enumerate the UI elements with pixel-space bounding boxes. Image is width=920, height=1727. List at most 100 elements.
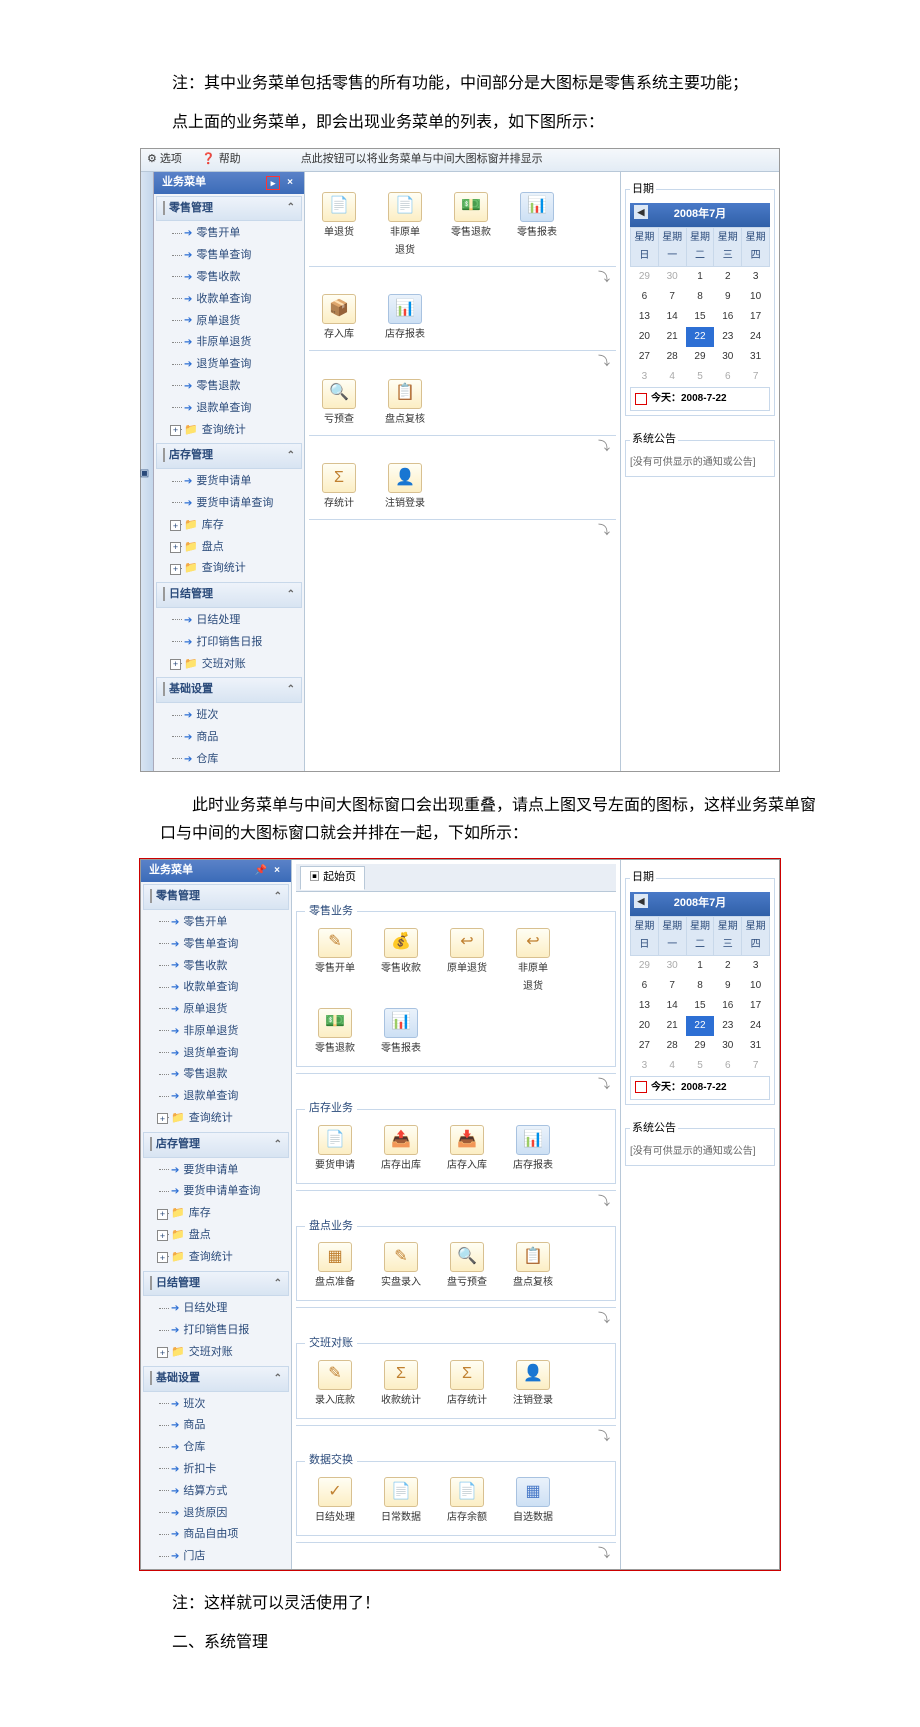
- calendar-day[interactable]: 1: [686, 955, 714, 976]
- calendar-day[interactable]: 7: [742, 367, 770, 387]
- close-button-2[interactable]: ×: [271, 865, 283, 877]
- shortcut-存统计[interactable]: Σ存统计: [315, 463, 363, 513]
- shortcut-盘点复核[interactable]: 📋盘点复核: [509, 1242, 557, 1292]
- tree-item[interactable]: ➔退货单查询: [141, 1043, 291, 1065]
- category-daily[interactable]: 日结管理⌃: [156, 582, 302, 608]
- calendar-day[interactable]: 31: [742, 1036, 770, 1056]
- category-basic[interactable]: 基础设置⌃: [156, 677, 302, 703]
- calendar-day[interactable]: 14: [658, 307, 686, 327]
- calendar-day[interactable]: 24: [742, 1016, 770, 1036]
- tree-item[interactable]: ➔原单退货: [141, 999, 291, 1021]
- tree-item[interactable]: ➔要货申请单: [154, 471, 304, 493]
- calendar-day[interactable]: 30: [714, 1036, 742, 1056]
- category-daily-2[interactable]: 日结管理⌃: [143, 1271, 289, 1297]
- shortcut-录入底款[interactable]: ✎录入底款: [311, 1360, 359, 1410]
- calendar-day[interactable]: 16: [714, 996, 742, 1016]
- tree-item[interactable]: ➔仓库: [154, 749, 304, 771]
- tree-item[interactable]: ➔要货申请单: [141, 1160, 291, 1182]
- tree-item[interactable]: ➔零售收款: [154, 267, 304, 289]
- tree-item[interactable]: ➔零售单查询: [154, 245, 304, 267]
- tree-item[interactable]: ➔日结处理: [154, 610, 304, 632]
- calendar-day[interactable]: 28: [658, 347, 686, 367]
- shortcut-原单退货[interactable]: ↩原单退货: [443, 928, 491, 996]
- tree-folder[interactable]: +📁库存: [141, 1203, 291, 1225]
- calendar-day[interactable]: 1: [686, 267, 714, 288]
- tree-item[interactable]: ➔折扣卡: [141, 1459, 291, 1481]
- shortcut-盘点复核[interactable]: 📋盘点复核: [381, 379, 429, 429]
- calendar-day[interactable]: 20: [631, 327, 659, 347]
- calendar-day[interactable]: 8: [686, 287, 714, 307]
- shortcut-日结处理[interactable]: ✓日结处理: [311, 1477, 359, 1527]
- calendar-day[interactable]: 23: [714, 1016, 742, 1036]
- tree-item-stat[interactable]: +📁查询统计: [154, 420, 304, 442]
- tree-item[interactable]: ➔原单退货: [154, 311, 304, 333]
- calendar-day[interactable]: 30: [658, 267, 686, 288]
- shortcut-亏预查[interactable]: 🔍亏预查: [315, 379, 363, 429]
- calendar-day[interactable]: 23: [714, 327, 742, 347]
- calendar-day[interactable]: 5: [686, 367, 714, 387]
- shortcut-实盘录入[interactable]: ✎实盘录入: [377, 1242, 425, 1292]
- calendar-day[interactable]: 3: [742, 955, 770, 976]
- calendar-day[interactable]: 6: [714, 367, 742, 387]
- shortcut-注销登录[interactable]: 👤注销登录: [509, 1360, 557, 1410]
- tree-item[interactable]: ➔零售开单: [141, 912, 291, 934]
- category-store-2[interactable]: 店存管理⌃: [143, 1132, 289, 1158]
- calendar-day[interactable]: 10: [742, 976, 770, 996]
- tree-folder[interactable]: +📁库存: [154, 515, 304, 537]
- shortcut-自选数据[interactable]: ▦自选数据: [509, 1477, 557, 1527]
- calendar-prev[interactable]: ◀: [634, 894, 648, 908]
- tree-folder[interactable]: +📁查询统计: [141, 1247, 291, 1269]
- shortcut-店存余额[interactable]: 📄店存余额: [443, 1477, 491, 1527]
- calendar-day[interactable]: 15: [686, 996, 714, 1016]
- tree-folder[interactable]: +📁交班对账: [154, 654, 304, 676]
- calendar-day[interactable]: 7: [658, 976, 686, 996]
- shortcut-非原单 退货[interactable]: 📄非原单退货: [381, 192, 429, 260]
- tree-item[interactable]: ➔打印销售日报: [141, 1320, 291, 1342]
- tree-item[interactable]: ➔要货申请单查询: [154, 493, 304, 515]
- calendar-day[interactable]: 29: [686, 347, 714, 367]
- calendar-day[interactable]: 13: [631, 996, 659, 1016]
- shortcut-收款统计[interactable]: Σ收款统计: [377, 1360, 425, 1410]
- calendar-prev[interactable]: ◀: [634, 205, 648, 219]
- calendar-day[interactable]: 17: [742, 307, 770, 327]
- calendar-day[interactable]: 7: [658, 287, 686, 307]
- pin-button-2[interactable]: 📌: [255, 865, 267, 877]
- tree-item[interactable]: ➔零售收款: [141, 956, 291, 978]
- calendar-day[interactable]: 31: [742, 347, 770, 367]
- side-tab-strip[interactable]: ▣: [141, 172, 154, 771]
- tree-item[interactable]: ➔班次: [154, 705, 304, 727]
- calendar-day[interactable]: 17: [742, 996, 770, 1016]
- shortcut-店存出库[interactable]: 📤店存出库: [377, 1125, 425, 1175]
- tree-item[interactable]: ➔退款单查询: [141, 1086, 291, 1108]
- shortcut-盘亏预查[interactable]: 🔍盘亏预查: [443, 1242, 491, 1292]
- calendar-day[interactable]: 28: [658, 1036, 686, 1056]
- calendar-day[interactable]: 29: [631, 267, 659, 288]
- shortcut-存入库[interactable]: 📦存入库: [315, 294, 363, 344]
- calendar-day[interactable]: 22: [686, 327, 714, 347]
- calendar-day[interactable]: 29: [631, 955, 659, 976]
- calendar-day[interactable]: 24: [742, 327, 770, 347]
- today-line[interactable]: 今天：2008-7-22: [630, 387, 770, 411]
- calendar-day[interactable]: 6: [714, 1056, 742, 1076]
- tree-folder[interactable]: +📁盘点: [141, 1225, 291, 1247]
- shortcut-店存入库[interactable]: 📥店存入库: [443, 1125, 491, 1175]
- shortcut-店存报表[interactable]: 📊店存报表: [509, 1125, 557, 1175]
- calendar-day[interactable]: 3: [742, 267, 770, 288]
- tree-item[interactable]: ➔零售单查询: [141, 934, 291, 956]
- shortcut-要货申请[interactable]: 📄要货申请: [311, 1125, 359, 1175]
- calendar-day[interactable]: 7: [742, 1056, 770, 1076]
- calendar-day[interactable]: 2: [714, 267, 742, 288]
- shortcut-零售退款[interactable]: 💵零售退款: [311, 1008, 359, 1058]
- calendar-day[interactable]: 9: [714, 287, 742, 307]
- tree-item[interactable]: ➔打印销售日报: [154, 632, 304, 654]
- calendar-day[interactable]: 30: [714, 347, 742, 367]
- tree-item[interactable]: ➔非原单退货: [141, 1021, 291, 1043]
- category-basic-2[interactable]: 基础设置⌃: [143, 1366, 289, 1392]
- tree-item[interactable]: ➔收款单查询: [141, 977, 291, 999]
- calendar-day[interactable]: 27: [631, 1036, 659, 1056]
- today-line[interactable]: 今天：2008-7-22: [630, 1076, 770, 1100]
- calendar-day[interactable]: 6: [631, 976, 659, 996]
- shortcut-单退货[interactable]: 📄单退货: [315, 192, 363, 260]
- shortcut-零售收款[interactable]: 💰零售收款: [377, 928, 425, 996]
- tree-item[interactable]: ➔退款单查询: [154, 398, 304, 420]
